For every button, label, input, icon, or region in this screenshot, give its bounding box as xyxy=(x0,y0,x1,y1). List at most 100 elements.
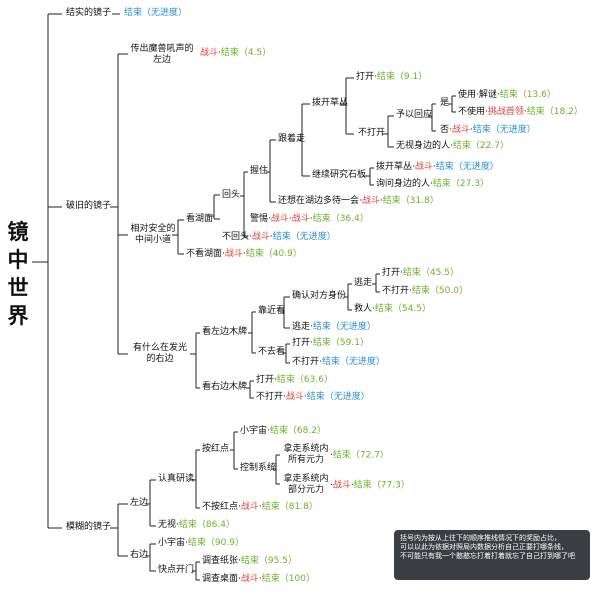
dot: · xyxy=(319,357,322,367)
dot: · xyxy=(283,392,286,402)
node-approach: 靠近看 xyxy=(258,306,285,317)
end-label: 结束 xyxy=(332,450,351,461)
dot: · xyxy=(238,502,241,512)
dot: · xyxy=(269,232,273,242)
fight-label: 战斗 xyxy=(285,392,304,402)
noprog-label: （无进度） xyxy=(290,232,336,242)
node-flee-top-label: 逃走 xyxy=(354,278,373,288)
dot: · xyxy=(450,141,453,151)
fight-label: 战斗 xyxy=(291,214,310,224)
end-label: 结束 xyxy=(312,322,331,332)
note-line-2: 可以以此为依据对照局内数据分析自己正要打哪条线， xyxy=(400,543,568,551)
node-open-b: 打开·结束（59.1） xyxy=(292,338,369,349)
node-open-c: 打开·结束（63.6） xyxy=(256,375,333,386)
node-respond-label: 予以回应 xyxy=(396,110,433,120)
node-right: 右边 xyxy=(130,550,148,561)
end-label: 结束 xyxy=(411,286,430,296)
value-label: （54.5） xyxy=(392,304,431,314)
node-take-part: 拿走系统内部分元力 ·战斗·结束（77.3） xyxy=(282,474,409,496)
node-mirror3: 模糊的镜子 xyxy=(66,522,111,533)
node-save: 救人·结束（54.5） xyxy=(354,304,431,315)
node-universe2-label: 小宇宙 xyxy=(158,538,186,548)
outcome-roar: 战斗·结束（4.5） xyxy=(200,48,271,59)
node-not-open-label: 不打开 xyxy=(292,357,320,367)
node-look-lake: 看湖面 xyxy=(186,214,213,225)
value-label: （50.0） xyxy=(429,286,468,296)
node-no: 否·战斗·结束（无进度） xyxy=(440,125,536,136)
node-not-open-a: 不打开·结束（50.0） xyxy=(382,286,468,297)
end-label: 结束 xyxy=(272,232,291,242)
node-check-paper-label: 调查纸张 xyxy=(202,556,239,566)
dot: · xyxy=(374,72,377,82)
node-open-grass: 打开·结束（9.1） xyxy=(356,72,427,83)
dot: · xyxy=(412,162,415,172)
node-roar-label: 传出魔兽吼声的左边 xyxy=(130,44,194,65)
node-mirror1-label: 结实的镜子 xyxy=(66,8,112,18)
node-ask-side-label: 询问身边的人 xyxy=(376,179,431,189)
end-label: 结束 xyxy=(402,268,421,278)
node-press-red-label: 按红点 xyxy=(202,444,230,454)
dot: · xyxy=(238,556,241,566)
dot: · xyxy=(288,214,292,224)
dot: · xyxy=(258,502,262,512)
node-right-sign: 看右边木牌 xyxy=(202,382,247,393)
end-label: 结束 xyxy=(321,357,340,367)
dot: · xyxy=(449,125,452,135)
node-mirror3-label: 模糊的镜子 xyxy=(66,522,112,532)
dot: · xyxy=(274,375,277,385)
dot: · xyxy=(379,196,383,206)
dot: · xyxy=(430,179,433,189)
value-label: （31.8） xyxy=(400,196,439,206)
value-label: （27.3） xyxy=(450,179,489,189)
node-no-look-lake: 不看湖面·战斗·结束（40.9） xyxy=(186,249,302,260)
node-flee: 逃走·结束（无进度） xyxy=(292,322,376,333)
dot: · xyxy=(409,286,412,296)
dot: · xyxy=(185,538,188,548)
node-check-desk-label: 调查桌面 xyxy=(202,574,239,584)
node-flee-label: 逃走 xyxy=(292,322,311,332)
node-open-a: 打开·结束（45.5） xyxy=(382,268,459,279)
note-line-1: 括号内为按从上往下的顺序推线情况下的奖励占比， xyxy=(400,534,561,542)
node-not-open-label: 不打开 xyxy=(358,128,386,138)
node-mirror2: 破旧的镜子 xyxy=(66,201,111,212)
node-not-open-label: 不打开 xyxy=(382,286,410,296)
note-box: 括号内为按从上往下的顺序推线情况下的奖励占比， 可以以此为依据对照局内数据分析自… xyxy=(394,530,590,580)
dot: · xyxy=(218,48,221,58)
noprog-label: （无进度） xyxy=(339,357,385,367)
end-label: 结束 xyxy=(124,8,143,18)
node-not-use: 不使用·挑战首领·结束（18.2） xyxy=(458,107,583,118)
node-study-stone: 继续研究石板 xyxy=(312,170,366,181)
dot: · xyxy=(310,338,313,348)
node-right-label: 右边 xyxy=(130,550,149,560)
end-label: 结束 xyxy=(374,304,393,314)
node-universe-label: 小宇宙 xyxy=(240,426,268,436)
node-glow: 有什么在发光的右边 xyxy=(130,343,190,365)
node-right-sign-label: 看右边木牌 xyxy=(202,382,248,392)
end-label: 结束 xyxy=(376,72,395,82)
node-push-grass2-label: 拨开草丛 xyxy=(376,162,413,172)
value-label: （68.2） xyxy=(287,426,326,436)
node-no-press-red-label: 不按红点 xyxy=(202,502,239,512)
fight-label: 战斗 xyxy=(414,162,433,172)
node-take-part-label: 拿走系统内部分元力 xyxy=(283,474,329,495)
node-take-all: 拿走系统内所有元力 ·结束（72.7） xyxy=(282,444,388,466)
end-label: 结束 xyxy=(187,538,206,548)
node-confirm-label: 确认对方身份 xyxy=(292,291,347,301)
node-study-stone-label: 继续研究石板 xyxy=(312,170,367,180)
node-control: 控制系统 xyxy=(240,463,276,474)
node-not-open-grass: 不打开 xyxy=(358,128,385,139)
node-control-label: 控制系统 xyxy=(240,463,277,473)
node-alert: 警惕·战斗·战斗·结束（36.4） xyxy=(250,214,369,225)
end-label: 结束 xyxy=(452,141,471,151)
value-label: （63.6） xyxy=(294,375,333,385)
value-label: （13.6） xyxy=(517,90,556,100)
dot: · xyxy=(267,426,270,436)
node-hold: 握住 xyxy=(250,166,268,177)
node-glow-label: 有什么在发光的右边 xyxy=(132,343,187,364)
end-label: 结束 xyxy=(240,556,259,566)
node-open-label: 打开 xyxy=(292,338,311,348)
node-confirm: 确认对方身份 xyxy=(292,291,346,302)
node-safe-label: 相对安全的中间小道 xyxy=(130,224,176,245)
dot: · xyxy=(350,480,354,491)
